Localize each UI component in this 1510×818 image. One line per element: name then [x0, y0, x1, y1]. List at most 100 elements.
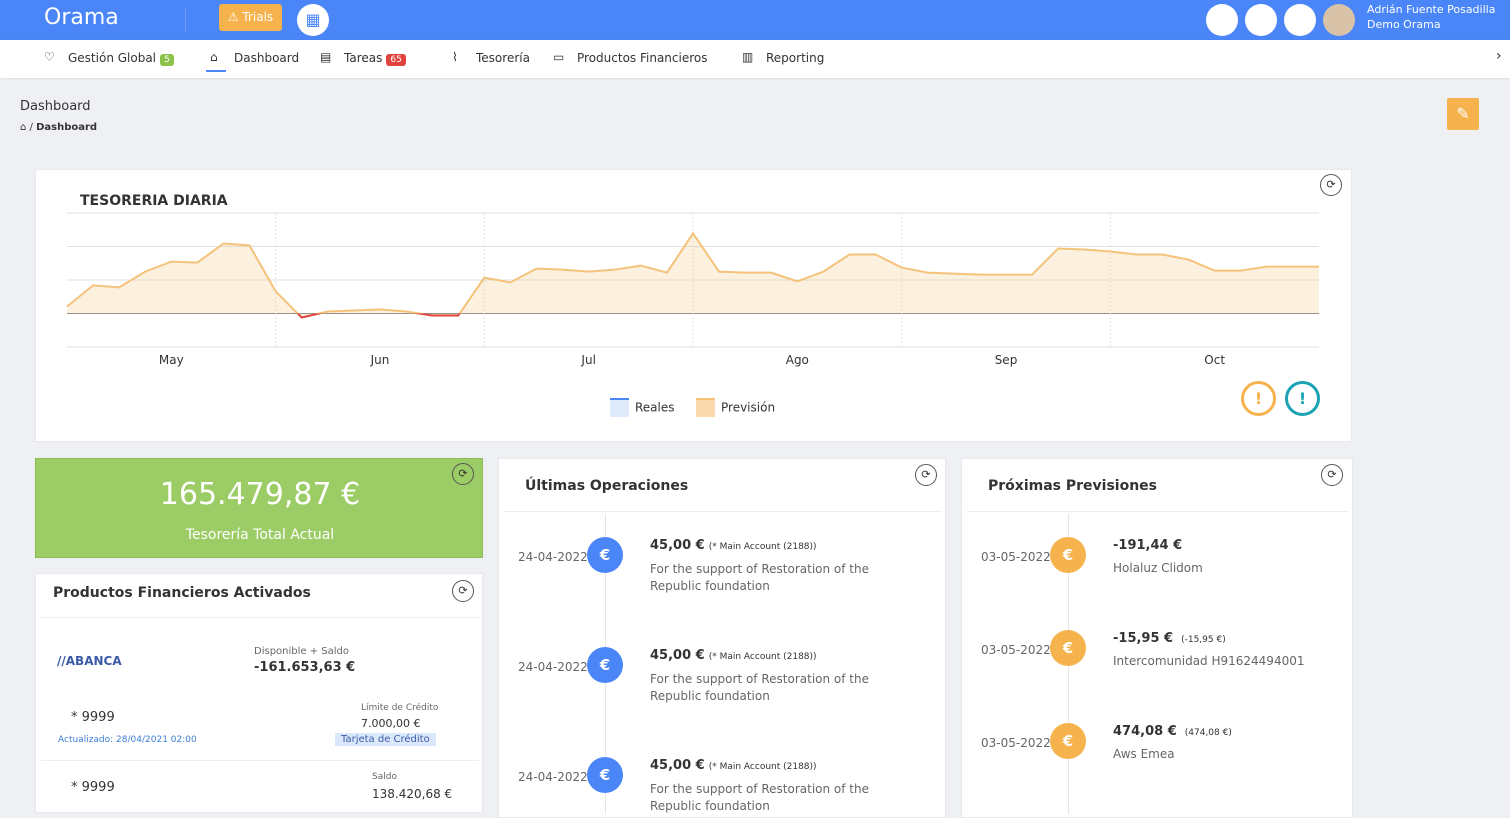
currency-icon: € [587, 647, 623, 683]
refresh-button[interactable]: ⟳ [1321, 464, 1343, 486]
card-title: Próximas Previsiones [988, 478, 1157, 494]
card-title: Últimas Operaciones [525, 478, 689, 494]
amount: -15,95 € [1113, 631, 1174, 646]
divider [41, 760, 479, 761]
x-tick-label: Jun [370, 353, 390, 367]
chart-title: TESORERIA DIARIA [80, 193, 228, 209]
nav-badge: 65 [386, 54, 406, 66]
area [67, 233, 1319, 318]
refresh-button[interactable]: ⟳ [452, 580, 474, 602]
nav-item[interactable]: Gestión Global 5 [68, 51, 174, 66]
operation-amount: 45,00 € (* Main Account (2188)) [650, 648, 817, 663]
breadcrumb: ⌂ / Dashboard [20, 122, 98, 133]
currency-icon: € [587, 757, 623, 793]
description: For the support of Restoration of the Re… [650, 782, 869, 813]
original-amount: (474,08 €) [1184, 728, 1232, 738]
company-button[interactable]: ▦ [297, 4, 329, 36]
nav-item[interactable]: Dashboard [234, 51, 299, 65]
announcements-button[interactable] [1206, 4, 1238, 36]
chart: TESORERIA DIARIA May Jun Jul Ago Sep Oct Reale… [66, 193, 1319, 417]
forecast-name: Holaluz Clidom [1113, 561, 1203, 575]
updated: Actualizado: 28/04/2021 02:00 [58, 735, 197, 745]
legend-swatch [696, 398, 715, 417]
refresh-button[interactable]: ⟳ [452, 463, 474, 485]
nav-icon: ▭ [553, 50, 565, 64]
nav-label: Tareas [344, 51, 383, 65]
currency-icon: € [1050, 723, 1086, 759]
nav-icon: ▤ [320, 50, 332, 64]
account: (* Main Account (2188)) [708, 762, 817, 772]
amount: 45,00 € [650, 758, 705, 773]
breadcrumb-separator: / [29, 122, 33, 133]
nav-icon: ⌂ [210, 50, 218, 64]
nav-badge: 5 [160, 54, 174, 66]
refresh-button[interactable]: ⟳ [1320, 174, 1342, 196]
nav-label: Dashboard [234, 51, 300, 65]
amount-label: Límite de Crédito [361, 703, 439, 713]
amount: 45,00 € [650, 538, 705, 553]
amount: 474,08 € [1113, 724, 1177, 739]
divider [967, 511, 1349, 512]
amount: -191,44 € [1113, 538, 1183, 553]
currency-icon: € [587, 537, 623, 573]
balance: -161.653,63 € [254, 660, 356, 675]
info-button[interactable]: ! [1285, 381, 1320, 416]
account-number: * 9999 [71, 710, 115, 725]
amount: 138.420,68 € [372, 787, 453, 801]
nav-icon: ▥ [742, 50, 754, 64]
nav-icon: ⌇ [452, 50, 458, 64]
total-label: Tesorería Total Actual [185, 527, 335, 543]
date: 24-04-2022 [518, 550, 588, 564]
refresh-button[interactable]: ⟳ [915, 464, 937, 486]
trials-button[interactable]: ⚠ Trials [219, 4, 282, 31]
x-tick-label: Sep [995, 353, 1018, 367]
tag: Tarjeta de Crédito [335, 733, 436, 746]
legend-label: Previsión [721, 401, 775, 415]
nav-item[interactable]: Tesorería [476, 51, 530, 65]
breadcrumb-item[interactable]: Dashboard [36, 122, 98, 133]
divider [41, 617, 479, 618]
account-number: * 9999 [71, 780, 115, 795]
nav-item[interactable]: Reporting [766, 51, 824, 65]
mail-button[interactable] [1284, 4, 1316, 36]
forecast-amount: 474,08 € (474,08 €) [1113, 724, 1232, 739]
user-info[interactable]: Adrián Fuente Posadilla Demo Orama [1367, 2, 1495, 32]
x-tick-label: Jul [580, 353, 595, 367]
user-name: Adrián Fuente Posadilla [1367, 3, 1496, 16]
nav-icon: ♡ [44, 50, 55, 64]
trials-label: Trials [242, 10, 274, 24]
company-name: Demo Orama [1367, 18, 1441, 31]
nav-bar: ♡ Gestión Global 5 ⌂ Dashboard ▤ Tareas 65 ⌇ Teso… [0, 40, 1510, 78]
original-amount: (-15,95 €) [1181, 635, 1226, 645]
date: 03-05-2022 [981, 643, 1051, 657]
page-title: Dashboard [20, 99, 91, 114]
amount: 45,00 € [650, 648, 705, 663]
date: 03-05-2022 [981, 550, 1051, 564]
divider [185, 8, 186, 32]
academy-button[interactable] [1245, 4, 1277, 36]
date: 24-04-2022 [518, 660, 588, 674]
card-title: Productos Financieros Activados [53, 585, 311, 601]
legend-label: Reales [635, 401, 675, 415]
nav-label: Productos Financieros [577, 51, 708, 65]
description: For the support of Restoration of the Re… [650, 562, 869, 593]
warning-button[interactable]: ! [1241, 381, 1276, 416]
operations-card: Últimas Operaciones ⟳ 24-04-2022 €45,00 €… [498, 458, 946, 818]
nav-item[interactable]: Productos Financieros [577, 51, 707, 65]
forecast-amount: -15,95 € (-15,95 €) [1113, 631, 1226, 646]
chart-card: TESORERIA DIARIA May Jun Jul Ago Sep Oct Reale… [35, 169, 1352, 442]
products-card: Productos Financieros Activados ⟳ //ABAN… [35, 573, 483, 813]
operation-amount: 45,00 € (* Main Account (2188)) [650, 538, 817, 553]
legend-swatch [610, 398, 629, 417]
nav-active [206, 70, 226, 72]
avatar[interactable] [1323, 4, 1355, 36]
edit-button[interactable]: ✎ [1447, 98, 1479, 130]
nav-scroll[interactable]: › [1496, 48, 1502, 64]
logo[interactable]: Orama [44, 5, 119, 30]
total-card: 165.479,87 € Tesorería Total Actual ⟳ [35, 458, 483, 558]
amount-label: Saldo [372, 772, 397, 782]
x-tick-label: Oct [1204, 353, 1225, 367]
x-tick-label: Ago [786, 353, 809, 367]
nav-item[interactable]: Tareas 65 [344, 51, 406, 66]
